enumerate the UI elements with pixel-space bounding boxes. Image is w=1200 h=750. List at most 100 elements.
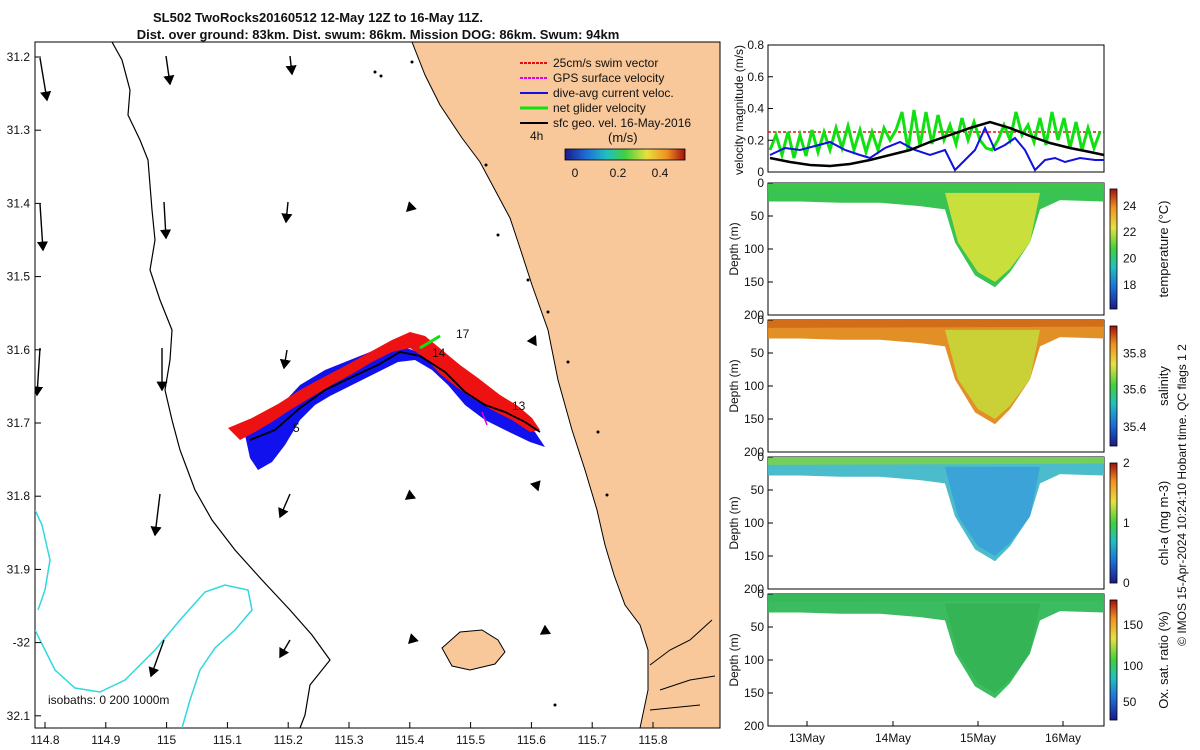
velocity-y-tick-label: 0.6 <box>747 70 764 84</box>
map-x-tick-label: 115.3 <box>334 733 363 747</box>
vel-sfc-line <box>769 120 1105 168</box>
footer-credit: © IMOS 15-Apr-2024 10:24:10 Hobart time.… <box>1175 344 1189 646</box>
depth-tick-label: 150 <box>744 549 764 563</box>
map-y-tick-label: 32.1 <box>7 709 31 723</box>
section-temperature: 0 50 100 150 200 Depth (m) 18 20 22 24 temperature… <box>727 176 1171 322</box>
map-y-tick-label: -32 <box>13 636 31 650</box>
depth-tick-label: 150 <box>744 412 764 426</box>
sfc-velocity-arrows <box>35 55 552 678</box>
map-y-tick-label: 31.7 <box>7 416 31 430</box>
glider-track <box>228 332 545 470</box>
map-x-tick-label: 115.4 <box>395 733 424 747</box>
section-oxsat: 0 50 100 150 200 Depth (m) 50 100 150 Ox. sat. ra… <box>727 587 1171 733</box>
depth-axis-label: Depth (m) <box>727 222 741 275</box>
colorbar-tick-label: 35.6 <box>1123 383 1147 397</box>
depth-tick-label: 50 <box>751 483 765 497</box>
land-mass <box>411 42 720 728</box>
velocity-panel: 0 0.2 0.4 0.6 0.8 velocity magnitude (m/s) <box>732 38 1105 179</box>
day-label-17: 17 <box>456 327 470 341</box>
isobaths-label: isobaths: 0 200 1000m <box>48 693 169 707</box>
colorbar-tick-label: 35.4 <box>1123 420 1147 434</box>
isobath-0 <box>111 42 331 728</box>
map-y-tick-label: 31.6 <box>7 343 31 357</box>
map-y-axis: 31.2 31.3 31.4 31.5 31.6 31.7 31.8 31.9 -32 32.1 <box>7 50 41 723</box>
time-tick-label: 15May <box>960 731 996 745</box>
map-cb-tick-0: 0 <box>572 166 579 180</box>
map-x-tick-label: 115.7 <box>578 733 607 747</box>
section-salinity: 0 50 100 150 200 Depth (m) 35.4 35.6 35.8 salinit… <box>727 313 1171 459</box>
depth-tick-label: 0 <box>757 450 764 464</box>
map-x-tick-label: 114.8 <box>30 733 59 747</box>
velocity-y-tick-label: 0.2 <box>747 133 764 147</box>
map-x-axis: 114.8 114.9 115 115.1 115.2 115.3 115.4 115.5 11… <box>30 722 668 747</box>
depth-tick-label: 150 <box>744 686 764 700</box>
velocity-y-tick-label: 0.8 <box>747 38 764 52</box>
depth-tick-label: 200 <box>744 308 764 322</box>
velocity-ylabel: velocity magnitude (m/s) <box>732 45 746 175</box>
colorbar-label-salinity: salinity <box>1156 366 1171 406</box>
velocity-y-tick-label: 0.4 <box>747 102 764 116</box>
colorbar-tick-label: 22 <box>1123 225 1137 239</box>
map-y-tick-label: 31.9 <box>7 562 31 576</box>
colorbar-oxsat <box>1109 599 1118 721</box>
time-tick-label: 13May <box>789 731 825 745</box>
map-cb-tick-2: 0.4 <box>652 166 669 180</box>
section-chla: 0 50 100 150 200 Depth (m) 0 1 2 chl-a (mg m-3) <box>727 450 1171 596</box>
colorbar-salinity <box>1109 325 1118 447</box>
map-x-tick-label: 114.9 <box>91 733 120 747</box>
map-x-tick-label: 115 <box>157 733 176 747</box>
depth-tick-label: 150 <box>744 275 764 289</box>
legend-swim: 25cm/s swim vector <box>553 56 658 70</box>
map-y-tick-label: 31.4 <box>7 196 31 210</box>
depth-tick-label: 200 <box>744 719 764 733</box>
colorbar-label-chla: chl-a (mg m-3) <box>1156 481 1171 566</box>
map-x-tick-label: 115.1 <box>213 733 242 747</box>
depth-tick-label: 0 <box>757 587 764 601</box>
legend-4h: 4h <box>530 129 543 143</box>
depth-tick-label: 200 <box>744 445 764 459</box>
colorbar-label-temperature: temperature (°C) <box>1156 201 1171 298</box>
colorbar-temperature <box>1109 188 1118 310</box>
depth-axis-label: Depth (m) <box>727 633 741 686</box>
isobath-200 <box>35 509 51 611</box>
map-y-tick-label: 31.5 <box>7 270 31 284</box>
map-x-tick-label: 115.8 <box>638 733 667 747</box>
colorbar-tick-label: 2 <box>1123 456 1130 470</box>
velocity-y-axis: 0 0.2 0.4 0.6 0.8 <box>747 38 773 179</box>
vel-dive-line <box>769 125 1104 172</box>
day-label-5: 5 <box>293 421 300 435</box>
legend-sfc: sfc geo. vel. 16-May-2016 <box>553 116 691 130</box>
legend-gps: GPS surface velocity <box>553 71 664 85</box>
depth-tick-label: 0 <box>757 176 764 190</box>
title-line2: Dist. over ground: 83km. Dist. swum: 86k… <box>137 27 620 42</box>
colorbar-tick-label: 1 <box>1123 516 1130 530</box>
map-y-tick-label: 31.8 <box>7 489 31 503</box>
colorbar-chla <box>1109 462 1118 584</box>
depth-tick-label: 50 <box>751 346 765 360</box>
colorbar-tick-label: 150 <box>1123 618 1143 632</box>
map-y-tick-label: 31.3 <box>7 123 31 137</box>
depth-tick-label: 50 <box>751 620 765 634</box>
colorbar-tick-label: 35.8 <box>1123 347 1147 361</box>
map-colorbar <box>564 148 686 161</box>
colorbar-tick-label: 100 <box>1123 659 1143 673</box>
colorbar-tick-label: 50 <box>1123 695 1137 709</box>
depth-axis-label: Depth (m) <box>727 359 741 412</box>
day-label-13: 13 <box>512 399 526 413</box>
depth-tick-label: 0 <box>757 313 764 327</box>
depth-tick-label: 100 <box>744 516 764 530</box>
velocity-y-tick-label: 0 <box>757 165 764 179</box>
map-legend: 25cm/s swim vector GPS surface velocity … <box>520 56 691 180</box>
map-panel: 17 14 13 5 isobaths: 0 200 1000m 25cm/s … <box>7 41 721 747</box>
time-axis: 13May 14May 15May 16May <box>789 721 1081 745</box>
depth-tick-label: 50 <box>751 209 765 223</box>
day-label-14: 14 <box>432 346 446 360</box>
depth-tick-label: 100 <box>744 653 764 667</box>
map-x-tick-label: 115.6 <box>517 733 546 747</box>
depth-tick-label: 100 <box>744 379 764 393</box>
island <box>441 629 506 671</box>
map-x-tick-label: 115.5 <box>456 733 485 747</box>
legend-dive: dive-avg current veloc. <box>553 86 674 100</box>
